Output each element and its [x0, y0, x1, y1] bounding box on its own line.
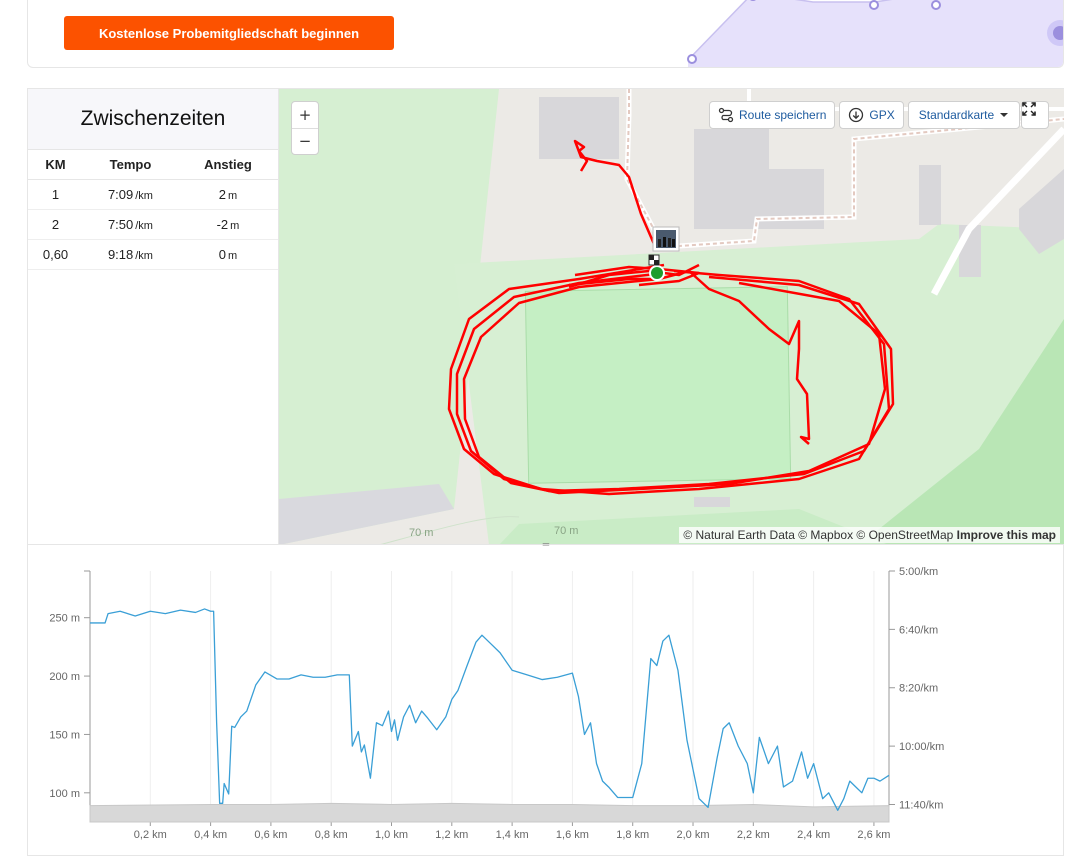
map-toolbar: Route speichern GPX Standardkarte [709, 101, 1021, 129]
mini-chart-point [687, 54, 697, 64]
split-row: 2 7:50/km -2 m [28, 209, 278, 240]
left-tick-label: 150 m [49, 729, 80, 741]
start-marker[interactable] [649, 265, 665, 281]
road-area [279, 484, 454, 545]
splits-panel: Zwischenzeiten KM Tempo Anstieg 1 7:09/k… [28, 89, 279, 545]
split-pace: 7:09/km [83, 179, 178, 210]
x-tick-label: 1,4 km [496, 829, 529, 841]
route-icon [718, 107, 734, 123]
splits-title: Zwischenzeiten [28, 89, 278, 149]
pace-line [90, 608, 890, 811]
map-canvas[interactable] [279, 89, 1064, 545]
split-km: 2 [28, 209, 84, 240]
mini-chart-point [869, 0, 879, 10]
contour-line [378, 516, 520, 545]
building [694, 129, 769, 229]
gpx-label: GPX [869, 108, 895, 122]
fullscreen-button[interactable] [1021, 101, 1049, 129]
contour-label: 70 m [409, 527, 434, 539]
upsell-card: Kostenlose Probemitgliedschaft beginnen [27, 0, 1064, 68]
left-tick-label: 250 m [49, 613, 80, 625]
mini-chart-point [931, 0, 941, 10]
save-route-button[interactable]: Route speichern [709, 101, 836, 129]
activity-panel: Zwischenzeiten KM Tempo Anstieg 1 7:09/k… [27, 88, 1064, 545]
mini-chart-area [688, 0, 1063, 67]
fullscreen-icon [1022, 102, 1036, 116]
split-pace: 7:50/km [83, 209, 178, 240]
analysis-chart-panel: ═ 0,2 km 0,4 km 0,6 km 0,8 km 1,0 km 1,2 km 1,… [27, 539, 1065, 857]
x-tick-label: 0,4 km [194, 829, 227, 841]
right-tick-label: 5:00/km [899, 566, 938, 578]
mini-chart-preview [687, 0, 1063, 67]
park-area-west [279, 89, 499, 545]
x-tick-label: 2,6 km [857, 829, 890, 841]
x-tick-label: 1,2 km [435, 829, 468, 841]
split-km: 1 [28, 179, 84, 210]
x-tick-label: 2,2 km [737, 829, 770, 841]
start-trial-button[interactable]: Kostenlose Probemitgliedschaft beginnen [64, 16, 394, 50]
download-icon [849, 107, 864, 123]
attribution-text: © Natural Earth Data © Mapbox © OpenStre… [683, 528, 954, 542]
col-elevation: Anstieg [177, 149, 278, 180]
map-type-select[interactable]: Standardkarte [907, 101, 1021, 129]
elevation-area [89, 802, 890, 823]
map-attribution: © Natural Earth Data © Mapbox © OpenStre… [679, 527, 1060, 543]
left-tick-label: 200 m [49, 671, 80, 683]
sports-field [524, 286, 792, 484]
x-tick-label: 0,2 km [134, 829, 167, 841]
left-tick-label: 100 m [49, 788, 80, 800]
mini-chart-highlight-dot [1053, 26, 1063, 40]
building [1019, 169, 1064, 254]
route-map[interactable]: 70 m 70 m + − Route speichern GPX [279, 89, 1064, 545]
forest-area [859, 319, 1064, 545]
zoom-out-button[interactable]: − [292, 127, 318, 155]
split-km: 0,60 [28, 239, 84, 270]
x-tick-label: 1,8 km [616, 829, 649, 841]
x-tick-label: 0,8 km [315, 829, 348, 841]
x-tick-label: 1,6 km [556, 829, 589, 841]
route-track [447, 139, 895, 496]
split-pace: 9:18/km [83, 239, 178, 270]
x-tick-label: 2,0 km [677, 829, 710, 841]
col-pace: Tempo [83, 149, 178, 180]
zoom-in-button[interactable]: + [298, 105, 312, 124]
save-route-label: Route speichern [739, 108, 827, 122]
photo-thumbnail[interactable] [652, 226, 680, 252]
building [919, 165, 941, 225]
x-tick-label: 0,6 km [254, 829, 287, 841]
split-elev: -2 m [177, 209, 278, 240]
elevation-pace-chart[interactable]: 0,2 km 0,4 km 0,6 km 0,8 km 1,0 km 1,2 km 1,4 … [28, 545, 1065, 857]
col-km: KM [28, 149, 84, 180]
right-tick-label: 8:20/km [899, 683, 938, 695]
zoom-control: + − [291, 101, 319, 155]
contour-label: 70 m [554, 525, 579, 537]
right-tick-label: 10:00/km [899, 741, 944, 753]
footpath-dash [663, 118, 1064, 248]
map-type-label: Standardkarte [918, 108, 995, 122]
resize-handle-icon[interactable]: ═ [542, 539, 550, 549]
road [930, 126, 1064, 296]
improve-map-link[interactable]: Improve this map [956, 528, 1056, 542]
right-tick-label: 6:40/km [899, 624, 938, 636]
small-building [694, 497, 730, 507]
x-tick-label: 2,4 km [797, 829, 830, 841]
finish-flag-icon [648, 254, 660, 266]
caret-down-icon [1000, 113, 1009, 117]
mini-chart-line [687, 0, 893, 61]
gpx-download-button[interactable]: GPX [839, 101, 904, 129]
right-tick-label: 11:40/km [899, 799, 943, 811]
x-tick-label: 1,0 km [375, 829, 408, 841]
